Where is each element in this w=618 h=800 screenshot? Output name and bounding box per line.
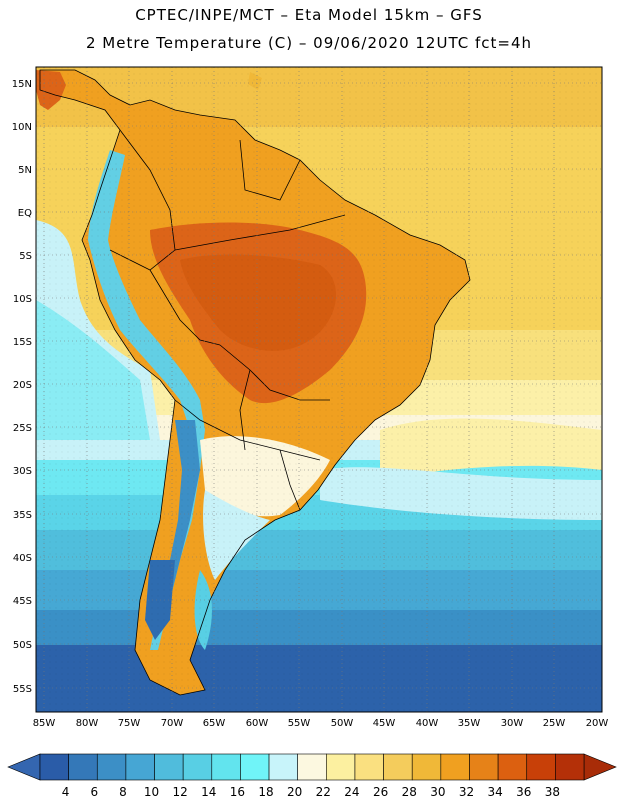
lon-label: 65W	[203, 718, 226, 729]
colorbar-swatch	[326, 753, 356, 781]
colorbar-label: 34	[487, 785, 502, 799]
colorbar-label: 8	[119, 785, 127, 799]
lat-label: 50S	[13, 640, 32, 651]
lon-label: 60W	[246, 718, 269, 729]
lat-label: 5S	[19, 251, 32, 262]
colorbar-swatch	[440, 753, 470, 781]
country-borders	[39, 69, 471, 696]
colorbar-swatch	[211, 753, 241, 781]
colorbar-swatch	[497, 753, 528, 781]
colorbar-label: 10	[144, 785, 159, 799]
colorbar: 4 6 8 10 12 14 16 18 20 22 24 26 28 30 32 34 36 38	[7, 753, 617, 799]
lon-label: 30W	[501, 718, 524, 729]
chart-title-line1: CPTEC/INPE/MCT – Eta Model 15km – GFS	[135, 6, 483, 24]
lat-label: 45S	[13, 596, 32, 607]
lat-label: 15S	[13, 337, 32, 348]
colorbar-label: 26	[373, 785, 388, 799]
lat-label: 35S	[13, 510, 32, 521]
longitude-labels: 85W 80W 75W 70W 65W 60W 55W 50W 45W 40W 35W 30W 25W 2…	[33, 718, 609, 729]
lon-label: 35W	[458, 718, 481, 729]
colorbar-swatch	[68, 753, 98, 781]
colorbar-label: 24	[344, 785, 359, 799]
colorbar-max-arrow	[583, 753, 617, 781]
colorbar-label: 28	[402, 785, 417, 799]
colorbar-label: 32	[459, 785, 474, 799]
colorbar-swatch	[125, 753, 155, 781]
lon-label: 50W	[331, 718, 354, 729]
colorbar-label: 20	[287, 785, 302, 799]
map-frame	[35, 66, 603, 713]
lat-label: 40S	[13, 553, 32, 564]
colorbar-swatch	[240, 753, 270, 781]
lon-label: 80W	[76, 718, 99, 729]
lat-label: 5N	[18, 165, 32, 176]
lat-label: 25S	[13, 423, 32, 434]
lon-label: 55W	[288, 718, 311, 729]
lat-label: 10S	[13, 294, 32, 305]
colorbar-label: 16	[230, 785, 245, 799]
map-field	[36, 67, 602, 712]
colorbar-label: 38	[545, 785, 560, 799]
colorbar-label: 36	[516, 785, 531, 799]
colorbar-swatch	[154, 753, 184, 781]
lon-label: 40W	[416, 718, 439, 729]
lon-label: 70W	[161, 718, 184, 729]
colorbar-swatch	[39, 753, 69, 781]
lon-label: 20W	[586, 718, 609, 729]
colorbar-swatch	[96, 753, 127, 781]
colorbar-swatch	[526, 753, 556, 781]
lat-label: 15N	[12, 79, 32, 90]
colorbar-swatch	[411, 753, 442, 781]
colorbar-swatch	[297, 753, 327, 781]
colorbar-swatch	[555, 753, 585, 781]
lon-label: 25W	[543, 718, 566, 729]
lon-label: 75W	[118, 718, 141, 729]
colorbar-label: 4	[62, 785, 70, 799]
latitude-labels: 15N 10N 5N EQ 5S 10S 15S 20S 25S 30S 35S 40S 45S 50S 5…	[12, 79, 32, 695]
colorbar-label: 14	[201, 785, 216, 799]
colorbar-label: 22	[316, 785, 331, 799]
colorbar-swatch	[354, 753, 384, 781]
lat-label: EQ	[18, 208, 32, 219]
colorbar-swatch	[268, 753, 298, 781]
colorbar-min-arrow	[7, 753, 41, 781]
lat-label: 20S	[13, 380, 32, 391]
lon-label: 45W	[373, 718, 396, 729]
colorbar-swatch	[469, 753, 499, 781]
lon-label: 85W	[33, 718, 56, 729]
colorbar-label: 6	[90, 785, 98, 799]
colorbar-label: 30	[430, 785, 445, 799]
colorbar-label: 12	[173, 785, 188, 799]
colorbar-swatch	[182, 753, 213, 781]
chart-title-line2: 2 Metre Temperature (C) – 09/06/2020 12U…	[85, 34, 533, 52]
colorbar-swatch	[383, 753, 413, 781]
lat-label: 30S	[13, 466, 32, 477]
lat-label: 55S	[13, 684, 32, 695]
lat-label: 10N	[12, 122, 32, 133]
colorbar-label: 18	[258, 785, 273, 799]
